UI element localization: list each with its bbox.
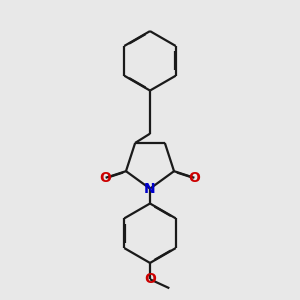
Text: N: N <box>144 182 156 196</box>
Text: O: O <box>100 171 112 185</box>
Text: O: O <box>144 272 156 286</box>
Text: O: O <box>188 171 200 185</box>
